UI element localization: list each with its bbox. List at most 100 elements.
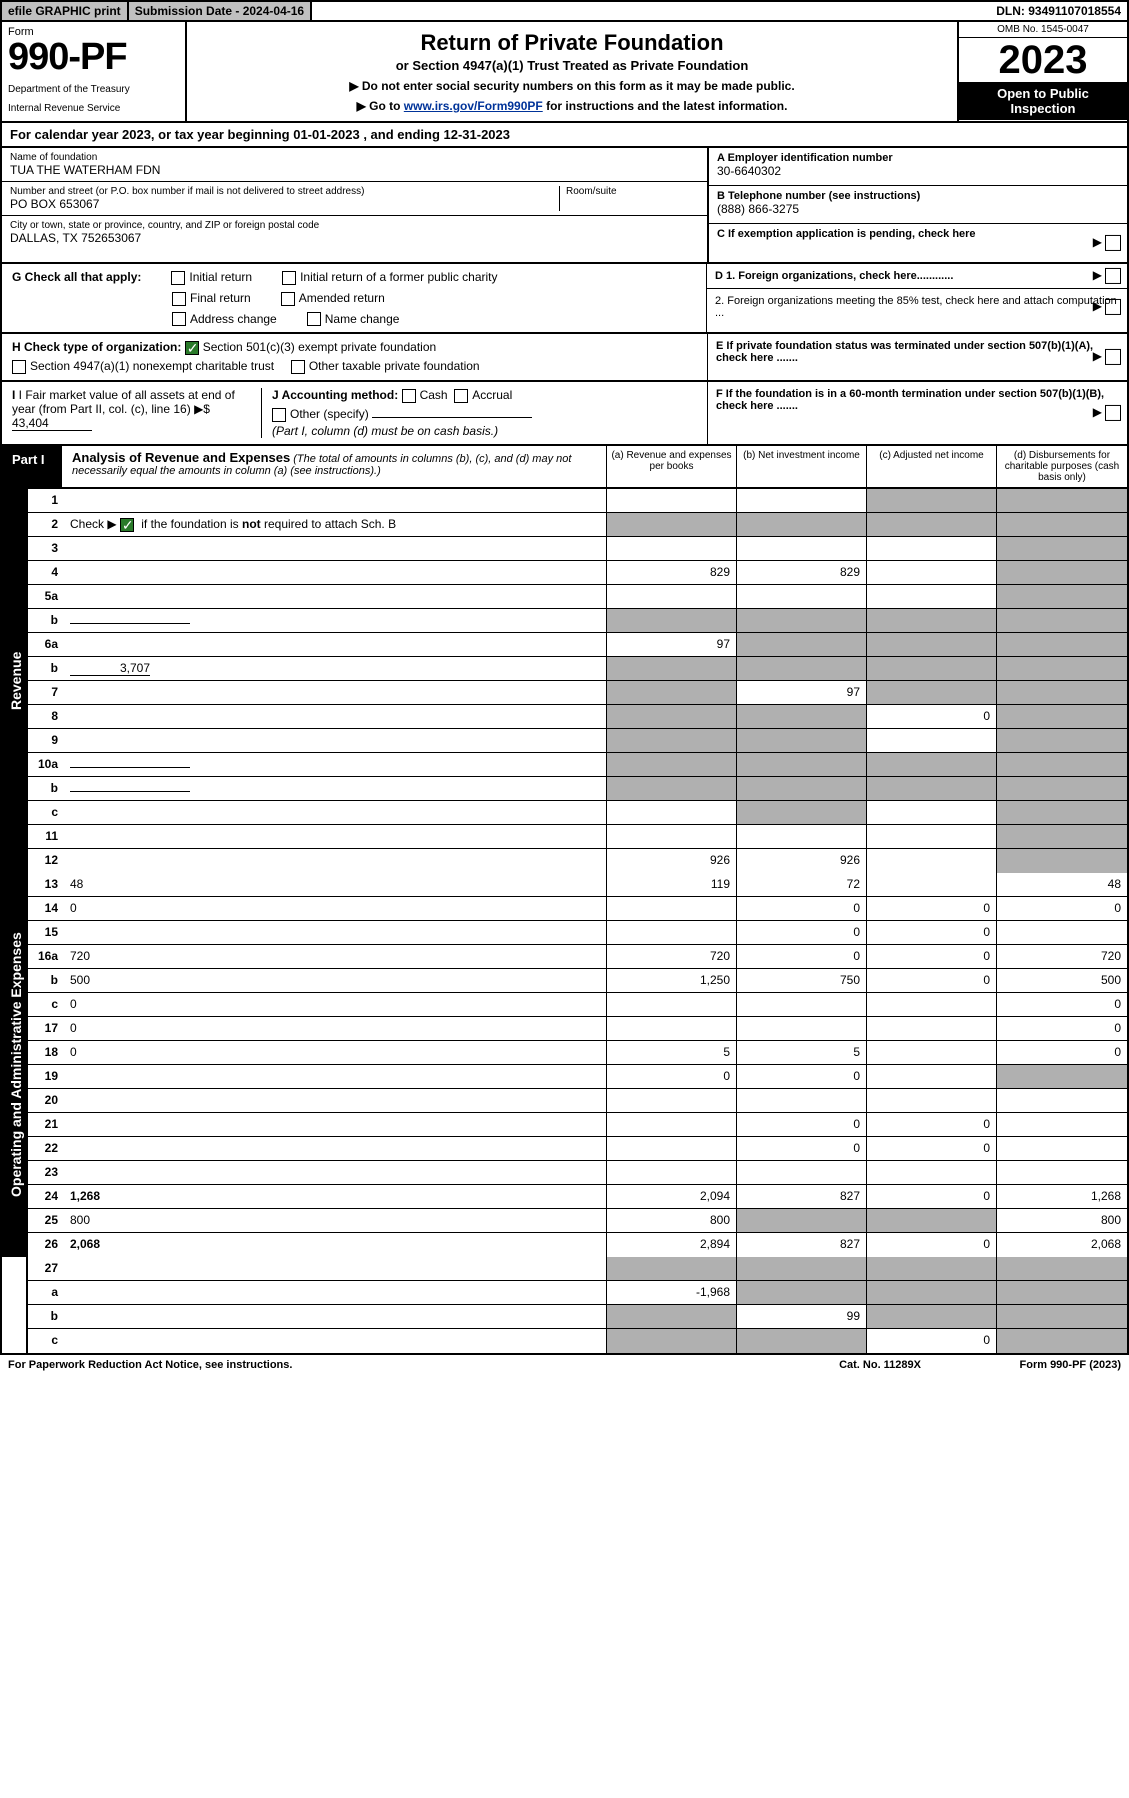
amount-cell-d bbox=[997, 777, 1127, 800]
checkbox-e[interactable] bbox=[1105, 349, 1121, 365]
table-row: 180550 bbox=[28, 1041, 1127, 1065]
amount-cell-c bbox=[867, 633, 997, 656]
dept-treasury: Department of the Treasury bbox=[8, 84, 179, 95]
line-number: 27 bbox=[28, 1257, 64, 1280]
amount-cell-d bbox=[997, 825, 1127, 848]
line-description bbox=[64, 537, 607, 560]
line-description bbox=[64, 1089, 607, 1112]
table-row: 9 bbox=[28, 729, 1127, 753]
line-number: 8 bbox=[28, 705, 64, 728]
table-row: 1900 bbox=[28, 1065, 1127, 1089]
line-number: 17 bbox=[28, 1017, 64, 1040]
amount-cell-a bbox=[607, 705, 737, 728]
amount-cell-c bbox=[867, 1017, 997, 1040]
line-description bbox=[64, 1065, 607, 1088]
chk-initial-return[interactable] bbox=[171, 271, 185, 285]
amount-cell-b: 926 bbox=[737, 849, 867, 873]
line-description bbox=[64, 1305, 607, 1328]
amount-cell-d bbox=[997, 585, 1127, 608]
amount-cell-d bbox=[997, 849, 1127, 873]
amount-cell-a bbox=[607, 825, 737, 848]
line-number: 25 bbox=[28, 1209, 64, 1232]
table-row: 2Check ▶ if the foundation is not requir… bbox=[28, 513, 1127, 537]
chk-accrual[interactable] bbox=[454, 389, 468, 403]
line-number: 1 bbox=[28, 489, 64, 512]
fmv-value: 43,404 bbox=[12, 416, 92, 431]
dln: DLN: 93491107018554 bbox=[990, 2, 1127, 20]
amount-cell-c bbox=[867, 777, 997, 800]
amount-cell-a: 926 bbox=[607, 849, 737, 873]
chk-initial-former[interactable] bbox=[282, 271, 296, 285]
checkbox-c[interactable] bbox=[1105, 235, 1121, 251]
amount-cell-a bbox=[607, 753, 737, 776]
line-description: 48 bbox=[64, 873, 607, 896]
line-number: c bbox=[28, 993, 64, 1016]
line-description bbox=[64, 1161, 607, 1184]
amount-cell-d bbox=[997, 801, 1127, 824]
amount-cell-c bbox=[867, 585, 997, 608]
chk-amended-return[interactable] bbox=[281, 292, 295, 306]
amount-cell-a bbox=[607, 513, 737, 536]
amount-cell-c bbox=[867, 1281, 997, 1304]
chk-address-change[interactable] bbox=[172, 312, 186, 326]
amount-cell-b: 99 bbox=[737, 1305, 867, 1328]
chk-other-taxable[interactable] bbox=[291, 360, 305, 374]
amount-cell-c bbox=[867, 1257, 997, 1280]
checkbox-d1[interactable] bbox=[1105, 268, 1121, 284]
amount-cell-c bbox=[867, 801, 997, 824]
amount-cell-b: 827 bbox=[737, 1185, 867, 1208]
efile-print[interactable]: efile GRAPHIC print bbox=[2, 2, 129, 20]
amount-cell-d: 1,268 bbox=[997, 1185, 1127, 1208]
amount-cell-b bbox=[737, 825, 867, 848]
amount-cell-c: 0 bbox=[867, 945, 997, 968]
chk-4947a1[interactable] bbox=[12, 360, 26, 374]
chk-name-change[interactable] bbox=[307, 312, 321, 326]
chk-501c3[interactable] bbox=[185, 341, 199, 355]
chk-cash[interactable] bbox=[402, 389, 416, 403]
amount-cell-b bbox=[737, 1257, 867, 1280]
dept-irs: Internal Revenue Service bbox=[8, 103, 179, 114]
table-row: b bbox=[28, 609, 1127, 633]
chk-other-method[interactable] bbox=[272, 408, 286, 422]
amount-cell-a bbox=[607, 729, 737, 752]
line-number: b bbox=[28, 657, 64, 680]
checkbox-f[interactable] bbox=[1105, 405, 1121, 421]
line-number: 24 bbox=[28, 1185, 64, 1208]
amount-cell-c bbox=[867, 1161, 997, 1184]
d1-cell: D 1. Foreign organizations, check here..… bbox=[707, 264, 1127, 289]
footer-left: For Paperwork Reduction Act Notice, see … bbox=[8, 1359, 839, 1371]
chk-final-return[interactable] bbox=[172, 292, 186, 306]
line-number: 4 bbox=[28, 561, 64, 584]
address-cell: Number and street (or P.O. box number if… bbox=[2, 182, 707, 216]
amount-cell-b bbox=[737, 609, 867, 632]
form990pf-link[interactable]: www.irs.gov/Form990PF bbox=[404, 99, 543, 113]
amount-cell-c: 0 bbox=[867, 1113, 997, 1136]
line-number: 3 bbox=[28, 537, 64, 560]
line-description: 2,068 bbox=[64, 1233, 607, 1257]
col-a-header: (a) Revenue and expenses per books bbox=[607, 446, 737, 487]
line-description bbox=[64, 777, 607, 800]
amount-cell-c: 0 bbox=[867, 969, 997, 992]
amount-cell-b: 829 bbox=[737, 561, 867, 584]
amount-cell-a: 720 bbox=[607, 945, 737, 968]
amount-cell-a: 829 bbox=[607, 561, 737, 584]
line-number: 23 bbox=[28, 1161, 64, 1184]
amount-cell-b bbox=[737, 513, 867, 536]
ssn-warning: ▶ Do not enter social security numbers o… bbox=[195, 79, 949, 93]
foundation-name: TUA THE WATERHAM FDN bbox=[10, 163, 699, 177]
line-number: b bbox=[28, 1305, 64, 1328]
line-description: 720 bbox=[64, 945, 607, 968]
checkbox-d2[interactable] bbox=[1105, 299, 1121, 315]
blank-sidecol bbox=[2, 1257, 28, 1353]
amount-cell-d bbox=[997, 753, 1127, 776]
amount-cell-b: 97 bbox=[737, 681, 867, 704]
amount-cell-d: 48 bbox=[997, 873, 1127, 896]
amount-cell-b bbox=[737, 657, 867, 680]
city-cell: City or town, state or province, country… bbox=[2, 216, 707, 249]
amount-cell-c: 0 bbox=[867, 1185, 997, 1208]
amount-cell-a bbox=[607, 1017, 737, 1040]
amount-cell-c bbox=[867, 1065, 997, 1088]
amount-cell-a: -1,968 bbox=[607, 1281, 737, 1304]
table-row: 262,0682,89482702,068 bbox=[28, 1233, 1127, 1257]
amount-cell-c bbox=[867, 537, 997, 560]
